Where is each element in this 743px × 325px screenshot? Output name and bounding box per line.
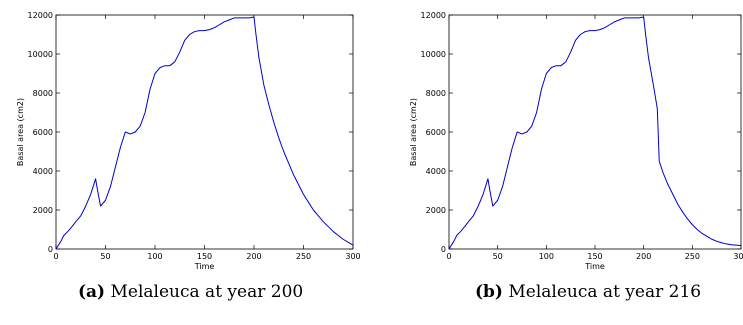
y-tick-label: 2000 <box>33 206 53 215</box>
plot-frame <box>448 14 742 250</box>
y-tick-label: 10000 <box>421 50 446 59</box>
y-tick-label: 8000 <box>426 89 446 98</box>
x-tick-label: 200 <box>636 252 651 261</box>
x-axis-label: Time <box>584 262 605 271</box>
x-tick-label: 300 <box>345 252 360 261</box>
y-tick-label: 6000 <box>33 128 53 137</box>
y-tick-label: 10000 <box>28 50 53 59</box>
series-line <box>448 16 742 250</box>
x-tick-label: 150 <box>587 252 602 261</box>
x-tick-label: 250 <box>685 252 700 261</box>
x-tick-label: 0 <box>53 252 58 261</box>
plot-frame <box>55 14 354 250</box>
y-tick-label: 4000 <box>33 167 53 176</box>
y-tick-label: 8000 <box>33 89 53 98</box>
x-tick-label: 300 <box>733 252 743 261</box>
y-axis-label: Basal area (cm2) <box>16 98 25 166</box>
y-tick-label: 0 <box>441 245 446 254</box>
x-tick-label: 150 <box>197 252 212 261</box>
caption-b: (b) Melaleuca at year 216 <box>475 282 701 302</box>
y-tick-label: 12000 <box>28 11 53 20</box>
x-tick-label: 100 <box>539 252 554 261</box>
y-tick-label: 12000 <box>421 11 446 20</box>
caption-b-tag: (b) <box>475 282 503 302</box>
y-tick-label: 2000 <box>426 206 446 215</box>
chart-panel-a: 0 50 100 150 200 250 300 0 2000 4000 6000 8000 10000… <box>16 11 361 271</box>
x-tick-label: 200 <box>246 252 261 261</box>
x-tick-label: 100 <box>147 252 162 261</box>
x-tick-label: 250 <box>296 252 311 261</box>
x-axis-label: Time <box>194 262 215 271</box>
chart-panel-b: 0 50 100 150 200 250 300 0 2000 4000 6000 8000 10000… <box>409 11 743 271</box>
figure: 0 50 100 150 200 250 3000200040006000800010000… <box>16 11 743 271</box>
caption-a-text: Melaleuca at year 200 <box>110 282 304 302</box>
series-line <box>55 16 354 250</box>
y-tick-label: 6000 <box>426 128 446 137</box>
x-tick-label: 50 <box>100 252 110 261</box>
caption-a-tag: (a) <box>78 282 106 302</box>
y-tick-label: 4000 <box>426 167 446 176</box>
x-tick-label: 50 <box>493 252 503 261</box>
y-axis-label: Basal area (cm2) <box>409 98 418 166</box>
caption-b-text: Melaleuca at year 216 <box>508 282 702 302</box>
y-tick-label: 0 <box>48 245 53 254</box>
caption-a: (a) Melaleuca at year 200 <box>78 282 303 302</box>
x-tick-label: 0 <box>446 252 451 261</box>
